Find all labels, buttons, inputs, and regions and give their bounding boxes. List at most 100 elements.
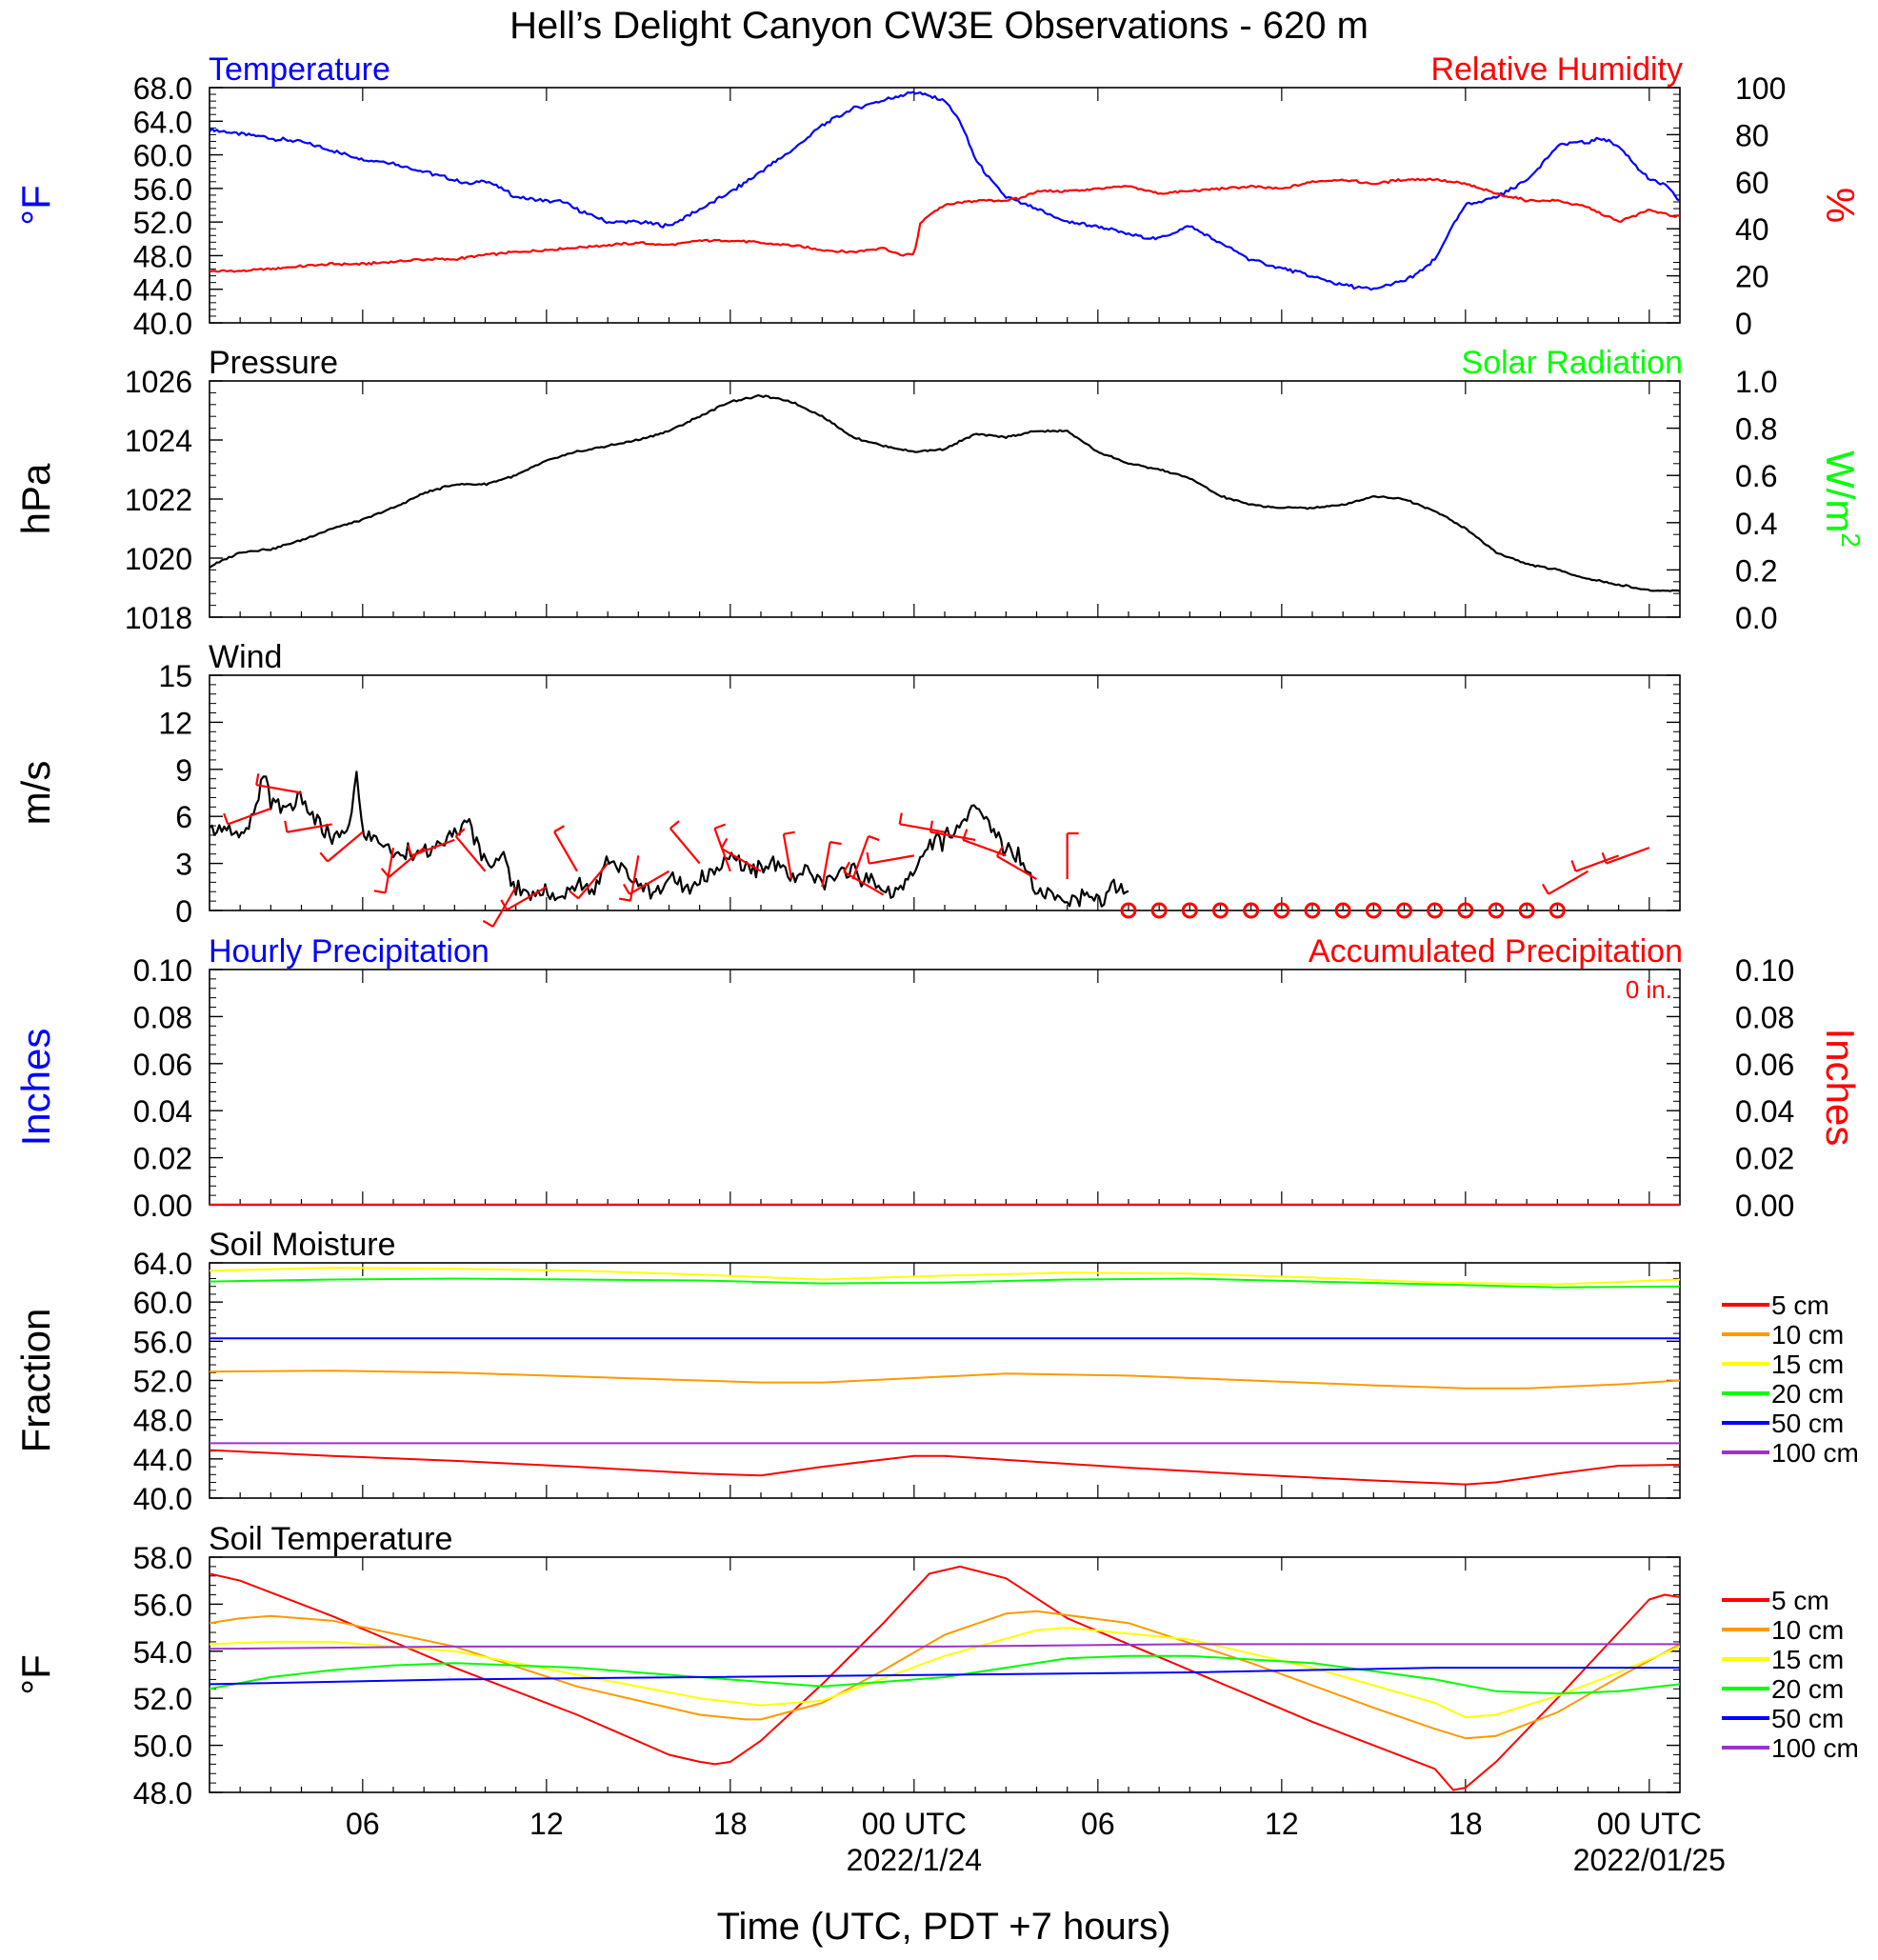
- y-tick-label: 48.0: [133, 239, 192, 273]
- series-line: [210, 1565, 1680, 1791]
- y-tick-label: 0.08: [133, 1000, 192, 1034]
- series-line: [210, 1667, 1680, 1686]
- y-axis-label-left: °F: [13, 1654, 58, 1694]
- wind-barb-flag: [373, 890, 386, 894]
- y-axis-label-superscript: 2: [1836, 532, 1866, 548]
- legend-label: 50 cm: [1771, 1409, 1844, 1438]
- wind-barb-flag: [1541, 883, 1549, 895]
- wind-barb-shaft: [384, 847, 395, 893]
- plot-frame: [209, 674, 1681, 911]
- y-tick-label: 60.0: [133, 1286, 192, 1320]
- y-tick-label: 3: [175, 848, 192, 882]
- x-axis-label: Time (UTC, PDT +7 hours): [717, 1906, 1171, 1948]
- calm-marker: [1181, 902, 1198, 919]
- x-ticks: [239, 381, 1650, 617]
- calm-marker: [1150, 902, 1168, 919]
- y-axis-label-left: Fraction: [13, 1309, 58, 1453]
- wind-barb-shaft: [669, 828, 701, 865]
- y-tick-label: 1018: [125, 601, 192, 635]
- legend-label: 5 cm: [1771, 1290, 1829, 1320]
- series-line: [210, 770, 1129, 908]
- panel-title-left: Hourly Precipitation: [209, 933, 489, 970]
- y-tick-label: 1024: [125, 424, 192, 458]
- y-tick-label: 56.0: [133, 1588, 192, 1622]
- panel-title-left: Soil Moisture: [209, 1227, 396, 1263]
- legend-label: 50 cm: [1771, 1704, 1844, 1733]
- y-tick-label: 64.0: [133, 1247, 192, 1281]
- panels: 40.044.048.052.056.060.064.068.002040608…: [13, 51, 1866, 1810]
- wind-barb-shaft: [256, 784, 302, 794]
- x-tick-label: 00 UTC: [862, 1807, 967, 1841]
- y-tick-label: 44.0: [133, 273, 192, 308]
- wind-barb-shaft: [553, 830, 578, 872]
- calm-marker: [1304, 902, 1321, 919]
- y-tick-label: 54.0: [133, 1635, 192, 1670]
- y-tick-label: 12: [158, 706, 192, 740]
- series-line: [210, 1277, 1680, 1289]
- calm-marker: [1243, 902, 1260, 919]
- wind-barb-flag: [319, 851, 329, 863]
- y-axis-label-right: %: [1818, 188, 1863, 223]
- x-ticks: [239, 88, 1650, 323]
- wind-barb-flag: [866, 851, 870, 864]
- legend-label: 100 cm: [1771, 1438, 1859, 1468]
- y-tick-label: 0: [175, 894, 192, 929]
- y-tick-label: 9: [175, 753, 192, 788]
- wind-barb-shaft: [869, 854, 915, 865]
- y-right-tick-label: 20: [1735, 260, 1769, 294]
- y-axis-label-right: Inches: [1818, 1029, 1863, 1147]
- y-axis-label-left: m/s: [13, 761, 58, 826]
- y-right-tick-label: 0.06: [1735, 1048, 1794, 1082]
- wind-barb-shaft: [506, 886, 548, 911]
- figure-title: Hell’s Delight Canyon CW3E Observations …: [509, 5, 1369, 47]
- y-right-tick-label: 0: [1735, 307, 1752, 341]
- wind-barb-flag: [714, 823, 727, 830]
- series-line: [210, 90, 1680, 291]
- y-tick-label: 1022: [125, 483, 192, 517]
- panel-title-right: Relative Humidity: [1430, 51, 1683, 88]
- calm-marker: [1457, 902, 1474, 919]
- wind-barb-shaft: [720, 847, 762, 872]
- y-tick-label: 40.0: [133, 1482, 192, 1516]
- y-tick-label: 44.0: [133, 1443, 192, 1477]
- wind-barb-flag: [1601, 851, 1608, 864]
- wind-barb-flag: [500, 899, 509, 910]
- legend-label: 10 cm: [1771, 1615, 1844, 1645]
- panel-soil_temperature: 48.0 50.0 52.0 54.0 56.0 58.0 Soil Temperature…: [13, 1521, 1859, 1810]
- wind-barb-shaft: [1606, 847, 1650, 865]
- wind-barb-shaft: [629, 870, 670, 895]
- wind-barb-shaft: [287, 823, 332, 833]
- wind-barb-flag: [995, 846, 1004, 857]
- calm-marker: [1212, 902, 1229, 919]
- wind-barb-shaft: [1575, 854, 1620, 872]
- series-group: [210, 1267, 1680, 1486]
- wind-barb-flag: [898, 812, 903, 825]
- panel-annotation: 0 in.: [1626, 975, 1672, 1004]
- panel-title-left: Soil Temperature: [209, 1521, 452, 1557]
- wind-barb-flag: [407, 844, 413, 856]
- calm-marker: [1334, 902, 1351, 919]
- wind-barb-flag: [1570, 860, 1577, 872]
- series-line: [210, 1449, 1680, 1486]
- y-tick-label: 0.00: [133, 1189, 192, 1223]
- series-group: [210, 1565, 1680, 1791]
- legend-label: 100 cm: [1771, 1733, 1859, 1763]
- y-axis-label-left: hPa: [13, 463, 58, 534]
- wind-barb-flag: [962, 829, 969, 841]
- x-ticks: [239, 970, 1650, 1205]
- y-tick-label: 52.0: [133, 1365, 192, 1399]
- wind-barb-shaft: [996, 855, 1038, 881]
- panel-title-left: Wind: [209, 639, 282, 675]
- y-tick-label: 64.0: [133, 105, 192, 139]
- wind-barb-shaft: [929, 830, 976, 841]
- x-ticks: [239, 675, 1650, 910]
- y-tick-label: 48.0: [133, 1404, 192, 1438]
- y-axis-label-left: °F: [13, 185, 58, 225]
- wind-barb-flag: [669, 820, 680, 830]
- series-line: [210, 1267, 1680, 1286]
- y-tick-label: 60.0: [133, 139, 192, 173]
- wind-barb-shaft: [899, 823, 946, 833]
